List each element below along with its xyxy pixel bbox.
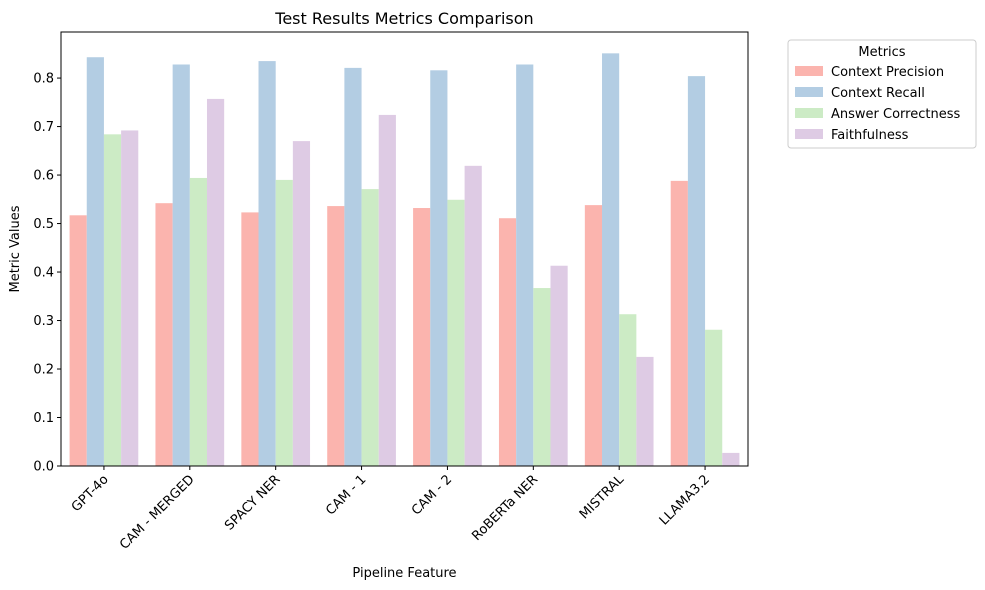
bar-2-3 (361, 189, 379, 467)
bar-0-1 (155, 203, 173, 466)
bar-1-1 (172, 64, 190, 467)
x-tick-label: RoBERTa NER (469, 472, 541, 544)
y-tick-label: 0.4 (33, 266, 54, 281)
bar-3-3 (378, 114, 396, 467)
legend-label: Answer Correctness (831, 107, 960, 122)
y-tick-label: 0.5 (33, 217, 54, 232)
legend-label: Context Precision (831, 65, 944, 80)
bar-1-7 (687, 76, 706, 466)
axes-frame (60, 31, 749, 467)
x-tick-label: CAM - 2 (409, 472, 455, 518)
x-tick-label: LLAMA3.2 (657, 472, 713, 528)
bar-1-5 (516, 64, 534, 467)
legend-swatch (795, 66, 823, 76)
bar-0-5 (498, 218, 517, 466)
bar-3-0 (121, 130, 139, 466)
bar-1-3 (344, 67, 362, 466)
bar-3-2 (292, 141, 311, 467)
y-tick-label: 0.6 (33, 169, 54, 184)
x-axis-label: Pipeline Feature (352, 566, 456, 581)
y-tick-label: 0.1 (33, 411, 54, 426)
x-tick-label: CAM - MERGED (117, 472, 198, 553)
bar-0-2 (241, 212, 259, 466)
bar-2-0 (103, 134, 122, 466)
bar-0-3 (327, 206, 345, 466)
bar-2-7 (705, 329, 723, 466)
legend-swatch (795, 108, 823, 118)
y-tick-label: 0.2 (33, 363, 54, 378)
bar-0-7 (670, 180, 688, 466)
bar-2-4 (447, 199, 465, 466)
bar-2-2 (275, 179, 293, 466)
legend-label: Context Recall (831, 86, 925, 101)
legend-swatch (795, 129, 823, 139)
bar-2-6 (619, 314, 637, 466)
x-tick-label: SPACY NER (222, 472, 283, 533)
legend-label: Faithfulness (831, 128, 909, 143)
bar-1-0 (86, 57, 104, 466)
bar-0-0 (69, 215, 87, 466)
x-tick-label: CAM - 1 (323, 472, 369, 518)
legend-box (787, 39, 977, 149)
bar-0-4 (413, 208, 431, 466)
legend-title: Metrics (858, 45, 905, 60)
bar-2-1 (189, 177, 207, 466)
y-tick-label: 0.3 (33, 314, 54, 329)
bar-3-1 (206, 98, 225, 467)
chart-title: Test Results Metrics Comparison (274, 9, 533, 28)
bar-2-5 (533, 288, 551, 466)
bar-3-5 (550, 265, 568, 466)
bar-3-6 (636, 356, 654, 466)
y-tick-label: 0.8 (33, 72, 54, 87)
legend: Metrics Context Precision Context Recall A… (787, 39, 977, 149)
bar-1-4 (430, 70, 448, 466)
y-tick-label: 0.7 (33, 120, 54, 135)
bar-1-6 (602, 53, 620, 467)
bar-0-6 (584, 205, 603, 466)
plot-area: 0.0 0.1 0.2 0.3 0.4 0.5 0.6 0.7 0.8 GPT-4o CAM - M… (33, 31, 749, 553)
y-tick-label: 0.0 (33, 460, 54, 475)
bar-1-2 (258, 61, 276, 467)
bar-3-4 (464, 165, 482, 466)
legend-swatch (795, 87, 823, 97)
x-tick-label: GPT-4o (69, 472, 112, 515)
x-tick-label: MISTRAL (577, 472, 628, 523)
y-axis-label: Metric Values (8, 205, 23, 292)
bar-3-7 (722, 452, 740, 466)
